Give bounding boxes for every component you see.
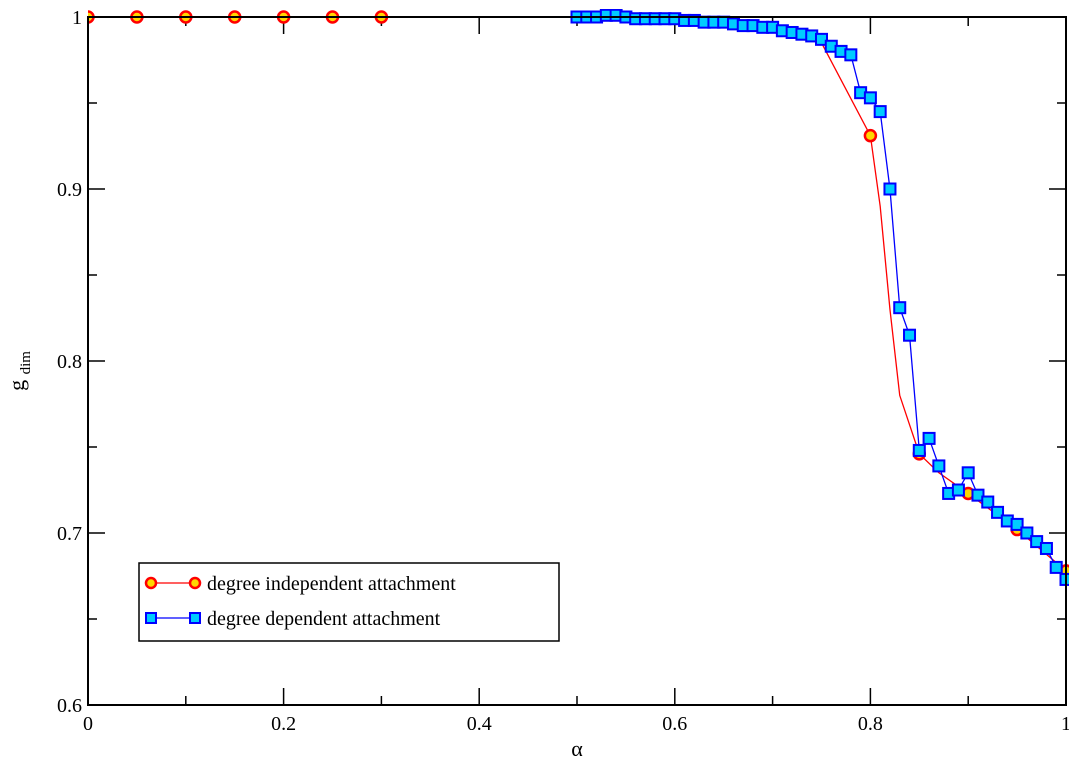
data-point [144,576,158,590]
data-point [912,443,926,457]
x-tick-label: 0.2 [271,713,296,735]
y-tick-label: 0.9 [57,179,82,201]
y-axis-label-subscript: dim [18,351,34,375]
data-point [188,576,202,590]
y-axis-label: g dim [4,351,34,391]
data-point [1039,541,1053,555]
series-layer [88,9,1069,586]
data-point [1030,535,1044,549]
x-tick-label: 0 [83,713,93,735]
series [88,10,1069,578]
x-tick-label: 0.8 [858,713,883,735]
x-tick-label: 0.4 [467,713,492,735]
data-point [1059,572,1069,586]
series [570,9,1069,586]
data-point [893,301,907,315]
data-point [922,431,936,445]
y-tick-label: 0.6 [57,695,82,717]
data-point [873,105,887,119]
data-point [863,91,877,105]
y-axis-label-main: g [4,380,29,391]
legend-label: degree dependent attachment [207,608,441,630]
legend: degree independent attachment degree depe… [138,562,560,642]
x-tick-label: 1 [1061,713,1069,735]
data-point [844,48,858,62]
y-tick-label: 0.8 [57,351,82,373]
data-point [1049,560,1063,574]
series-line [577,14,1067,580]
y-tick-label: 0.7 [57,523,82,545]
data-point [145,612,157,624]
data-point [1010,517,1024,531]
data-point [883,182,897,196]
x-tick-labels: 0 0.2 0.4 0.6 0.8 1 [83,713,1069,735]
data-point [903,328,917,342]
data-point [991,505,1005,519]
data-point [951,483,965,497]
data-point [815,32,828,46]
x-axis-label: α [571,736,583,761]
legend-label: degree independent attachment [207,573,456,595]
y-tick-label: 1 [72,7,82,29]
series-line [88,16,1067,572]
data-point [981,495,995,509]
legend-box [138,562,560,642]
data-point [971,488,985,502]
data-point [863,128,878,143]
plot-frame [87,16,1067,706]
legend-entries: degree independent attachment degree depe… [144,573,456,630]
data-point [932,459,946,473]
legend-entry: degree independent attachment [144,573,456,595]
legend-entry: degree dependent attachment [145,608,441,630]
y-tick-labels: 0.6 0.7 0.8 0.9 1 [57,7,82,717]
x-tick-label: 0.6 [662,713,687,735]
data-point [1020,526,1034,540]
data-point [189,612,201,624]
data-point [961,466,975,480]
